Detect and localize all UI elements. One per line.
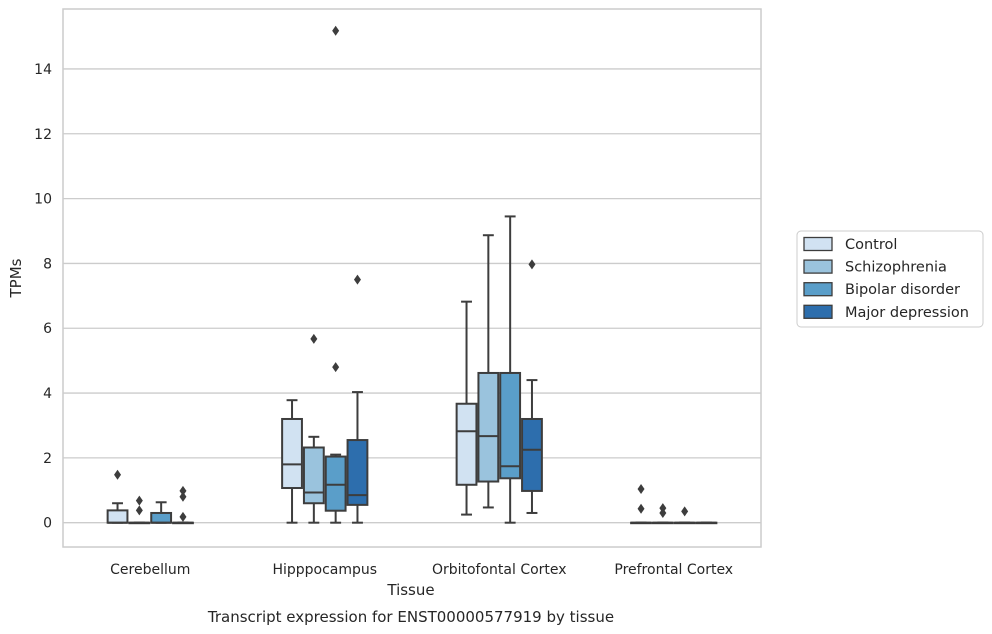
y-tick-label: 2 (43, 451, 52, 467)
box-schizophrenia (302, 333, 325, 524)
legend-label: Bipolar disorder (845, 282, 960, 298)
box-plot-series (106, 25, 718, 525)
box-body (150, 511, 173, 524)
y-axis-label: TPMs (7, 258, 25, 298)
box-bipolar-disorder (150, 501, 173, 524)
y-tick-label: 14 (34, 62, 52, 78)
box-bipolar-disorder (499, 215, 522, 524)
y-tick-label: 10 (34, 192, 52, 208)
outlier-point (681, 506, 689, 517)
box-control (455, 300, 478, 516)
legend-swatch (803, 282, 833, 297)
box-major-depression (521, 259, 543, 514)
box-bipolar-disorder (673, 506, 696, 525)
legend-label: Control (845, 237, 897, 253)
outlier-point (353, 274, 361, 285)
chart-caption: Transcript expression for ENST0000057791… (207, 608, 614, 626)
box-body (302, 446, 325, 505)
legend: Control Schizophrenia Bipolar disorder Majo… (796, 230, 984, 328)
legend-label: Schizophrenia (845, 260, 947, 276)
legend-swatch (803, 236, 833, 252)
outlier-point (179, 485, 187, 496)
box-schizophrenia (651, 503, 674, 525)
box-major-depression (172, 485, 194, 525)
box-bipolar-disorder (324, 25, 347, 524)
outlier-point (637, 483, 645, 494)
outlier-point (114, 469, 122, 480)
x-tick-label: Prefrontal Cortex (614, 562, 733, 578)
outlier-point (135, 505, 143, 516)
x-tick-labels: Cerebellum Hipppocampus Orbitofontal Corte… (110, 562, 733, 578)
y-tick-label: 0 (43, 516, 52, 532)
outlier-point (332, 362, 340, 373)
box-body (477, 371, 500, 483)
legend-swatch (803, 259, 833, 274)
legend-swatch (803, 304, 833, 319)
box-body (346, 439, 369, 506)
outlier-point (332, 25, 340, 36)
box-control (630, 483, 652, 525)
outlier-point (659, 507, 667, 518)
box-control (281, 399, 303, 524)
grid-lines (63, 68, 761, 524)
box-body (521, 417, 543, 492)
box-schizophrenia (128, 495, 151, 525)
y-tick-label: 4 (43, 386, 52, 402)
legend-frame (796, 230, 984, 328)
y-tick-labels: 0 2 4 6 8 10 12 14 (34, 62, 52, 532)
y-tick-label: 12 (34, 127, 52, 143)
box-body (455, 402, 478, 486)
x-axis-label: Tissue (386, 581, 434, 599)
box-body (281, 417, 303, 490)
box-body (106, 509, 129, 524)
x-tick-label: Orbitofontal Cortex (432, 562, 567, 578)
outlier-point (637, 503, 645, 514)
box-body (499, 371, 522, 480)
box-body (324, 455, 347, 512)
box-control (106, 469, 129, 524)
outlier-point (310, 333, 318, 344)
box-major-depression (346, 274, 369, 524)
outlier-point (528, 259, 536, 270)
y-tick-label: 8 (43, 256, 52, 272)
y-tick-label: 6 (43, 321, 52, 337)
box-schizophrenia (477, 234, 500, 509)
outlier-point (179, 511, 187, 522)
plot-frame (62, 8, 762, 548)
outlier-point (179, 491, 187, 502)
box-major-depression (695, 521, 718, 525)
x-tick-label: Hipppocampus (272, 562, 377, 578)
outlier-point (135, 495, 143, 506)
legend-label: Major depression (845, 305, 969, 321)
x-tick-label: Cerebellum (110, 562, 190, 578)
